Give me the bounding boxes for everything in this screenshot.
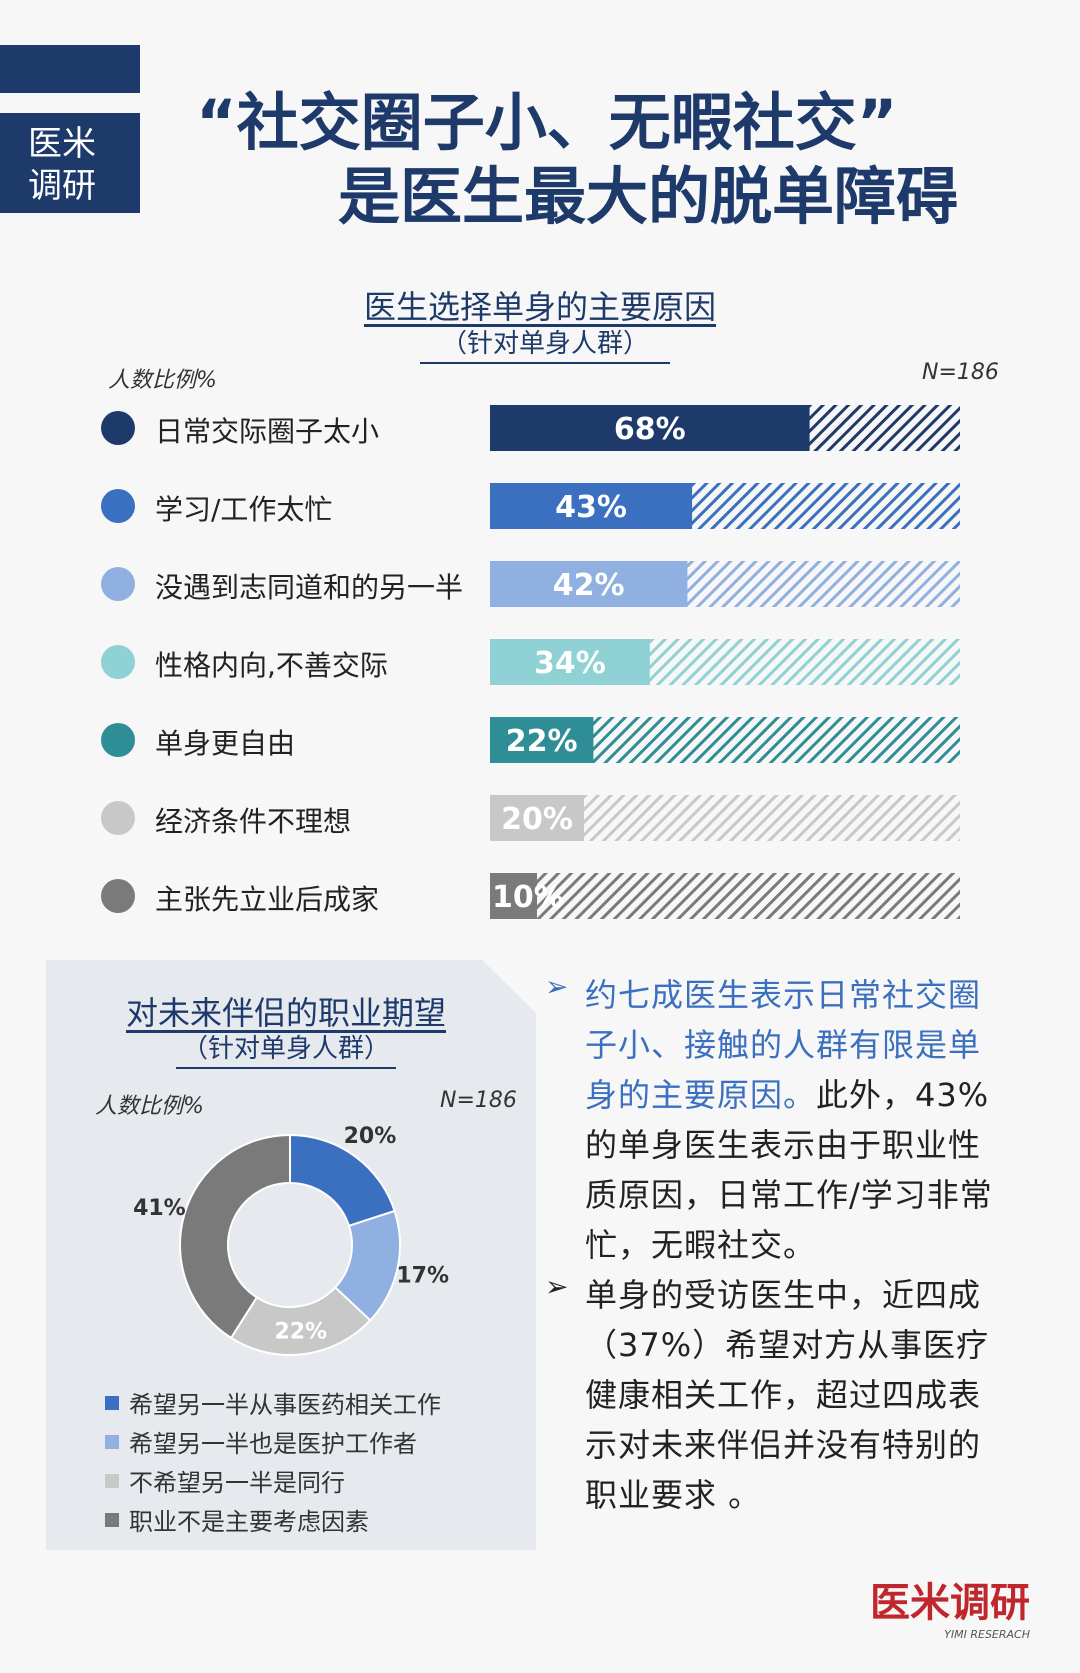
bullet-1-rest: 此外，43%的单身医生表示由于职业性质原因，日常工作/学习非常忙，无暇社交。	[585, 1076, 993, 1264]
bar-value-label: 42%	[553, 568, 625, 603]
bar-value-label: 20%	[501, 802, 573, 837]
page-title-line2: 是医生最大的脱单障碍	[338, 160, 959, 233]
legend-item: 不希望另一半是同行	[105, 1463, 441, 1498]
legend-dot-icon	[101, 645, 135, 679]
legend-dot-icon	[101, 879, 135, 913]
donut-chart-subtitle: （针对单身人群）	[176, 1028, 396, 1069]
page-title-line1: “社交圈子小、无暇社交”	[196, 86, 898, 159]
bar-category-label: 主张先立业后成家	[155, 883, 380, 916]
bar-sample-size: N=186	[922, 360, 999, 385]
brand-line1: 医米	[28, 124, 96, 164]
logo-text: 医米调研	[870, 1579, 1030, 1626]
bar	[490, 483, 693, 529]
donut-slice	[179, 1133, 291, 1340]
donut-chart-title: 对未来伴侣的职业期望	[125, 994, 446, 1032]
legend-dot-icon	[101, 801, 135, 835]
bar-category-label: 经济条件不理想	[155, 805, 352, 838]
bar-value-label: 34%	[534, 646, 606, 681]
logo: 医米调研 YIMI RESERACH	[870, 1570, 1030, 1641]
donut-chart: 20% 17% 22% 41%	[100, 1120, 520, 1374]
bar-category-label: 性格内向,不善交际	[155, 649, 388, 682]
arrow-bullet-icon: ➢	[545, 1270, 569, 1303]
brand-box: 医米 调研	[0, 113, 140, 213]
bar	[490, 795, 584, 841]
bar	[490, 639, 650, 685]
bar-chart-svg: 68% 43% 42% 34% 22% 20% 10%	[490, 405, 960, 919]
donut-axis-label: 人数比例%	[95, 1094, 204, 1119]
bar-category-label: 学习/工作太忙	[155, 493, 333, 526]
bar-axis-label: 人数比例%	[108, 368, 217, 393]
bullet-1: ➢ 约七成医生表示日常社交圈子小、接触的人群有限是单身的主要原因。此外，43%的…	[545, 970, 1000, 1270]
legend-label: 不希望另一半是同行	[129, 1469, 345, 1497]
bullet-1-highlight: 约七成医生表示日常社交圈子小、接触的人群有限是单身的主要原因。	[585, 976, 982, 1114]
legend-swatch-icon	[105, 1473, 119, 1488]
donut-sample-size: N=186	[440, 1088, 517, 1113]
bar-value-label: 10%	[492, 880, 564, 915]
bar	[490, 561, 688, 607]
bar	[490, 405, 810, 451]
bar-chart: 68% 43% 42% 34% 22% 20% 10%	[490, 405, 970, 929]
donut-panel	[46, 960, 536, 1550]
brand-bar	[0, 45, 140, 93]
bar-category-label: 日常交际圈子太小	[155, 415, 380, 448]
legend-item: 希望另一半也是医护工作者	[105, 1424, 441, 1459]
legend-swatch-icon	[105, 1512, 119, 1527]
legend-label: 希望另一半从事医药相关工作	[129, 1391, 441, 1419]
legend-label: 职业不是主要考虑因素	[129, 1508, 369, 1536]
bar-background	[490, 873, 960, 919]
legend-dot-icon	[101, 411, 135, 445]
bar-category-label: 单身更自由	[155, 727, 296, 760]
legend-item: 职业不是主要考虑因素	[105, 1502, 441, 1537]
bar-chart-title: 医生选择单身的主要原因	[363, 288, 716, 326]
donut-legend: 希望另一半从事医药相关工作 希望另一半也是医护工作者 不希望另一半是同行 职业不是主要…	[105, 1385, 441, 1541]
bar-value-label: 43%	[555, 490, 627, 525]
donut-value-label: 41%	[133, 1196, 186, 1221]
bar	[490, 717, 594, 763]
legend-dot-icon	[101, 567, 135, 601]
summary-bullets: ➢ 约七成医生表示日常社交圈子小、接触的人群有限是单身的主要原因。此外，43%的…	[545, 970, 1000, 1520]
bullet-2-text: 单身的受访医生中，近四成（37%）希望对方从事医疗健康相关工作，超过四成表示对未…	[585, 1276, 990, 1514]
bar-value-label: 68%	[614, 412, 686, 447]
logo-sub: YIMI RESERACH	[944, 1628, 1030, 1641]
bar-category-label: 没遇到志同道和的另一半	[155, 571, 464, 604]
legend-dot-icon	[101, 489, 135, 523]
arrow-bullet-icon: ➢	[545, 970, 569, 1003]
donut-chart-svg: 20% 17% 22% 41%	[133, 1124, 449, 1356]
donut-value-label: 17%	[396, 1264, 449, 1289]
legend-dot-icon	[101, 723, 135, 757]
bullet-2: ➢ 单身的受访医生中，近四成（37%）希望对方从事医疗健康相关工作，超过四成表示…	[545, 1270, 1000, 1520]
bullet-1-text: 约七成医生表示日常社交圈子小、接触的人群有限是单身的主要原因。此外，43%的单身…	[585, 970, 1000, 1270]
bar	[490, 873, 537, 919]
legend-swatch-icon	[105, 1434, 119, 1449]
brand-line2: 调研	[28, 166, 96, 206]
legend-swatch-icon	[105, 1395, 119, 1410]
legend-label: 希望另一半也是医护工作者	[129, 1430, 417, 1458]
donut-value-label: 22%	[274, 1319, 327, 1344]
bar-value-label: 22%	[506, 724, 578, 759]
bar-chart-subtitle: （针对单身人群）	[420, 323, 670, 364]
donut-value-label: 20%	[344, 1124, 397, 1149]
legend-item: 希望另一半从事医药相关工作	[105, 1385, 441, 1420]
